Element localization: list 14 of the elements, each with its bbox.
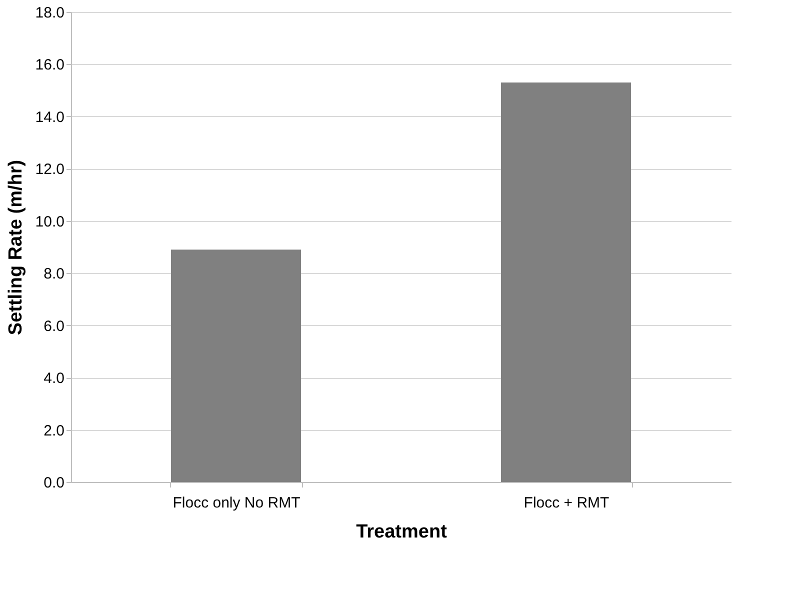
y-tick-label: 12.0	[35, 161, 64, 178]
x-axis-title: Treatment	[356, 522, 448, 542]
y-tick-label: 14.0	[35, 108, 64, 126]
x-tick-label: Flocc + RMT	[524, 494, 610, 512]
y-tick-label: 18.0	[35, 4, 64, 22]
y-tick-label: 2.0	[44, 422, 64, 440]
y-tick-label: 10.0	[35, 213, 64, 230]
y-tick-label: 6.0	[44, 318, 64, 335]
y-axis-title: Settling Rate (m/hr)	[5, 160, 26, 336]
y-tick-label: 0.0	[44, 474, 64, 492]
x-tick-label: Flocc only No RMT	[172, 494, 300, 512]
y-tick-label: 8.0	[44, 266, 64, 283]
y-tick-label: 4.0	[44, 370, 64, 388]
y-tick-label: 16.0	[35, 56, 64, 74]
